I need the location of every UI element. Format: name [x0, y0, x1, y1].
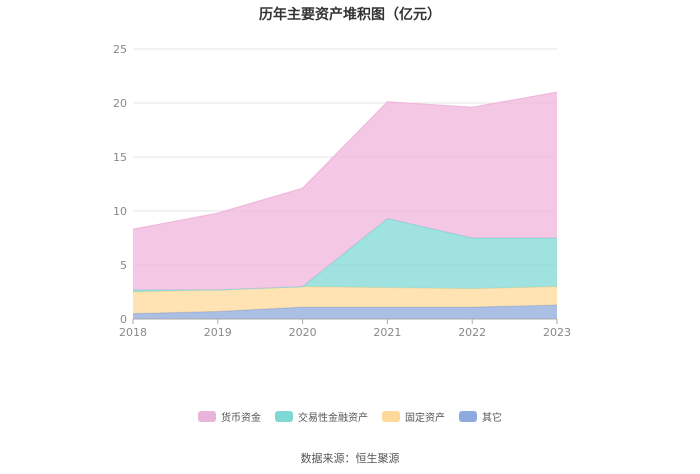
legend-label: 交易性金融资产 [298, 413, 368, 424]
area-edge-货币资金 [132, 91, 558, 230]
area-series [132, 91, 558, 319]
area-交易性金融资产[interactable] [133, 218, 557, 292]
data-source-note: 数据来源：恒生聚源 [300, 452, 400, 465]
legend-label: 其它 [482, 413, 502, 424]
x-tick-label: 2021 [373, 326, 401, 339]
x-tick-label: 2020 [289, 326, 317, 339]
area-其它[interactable] [133, 304, 557, 319]
legend-item-交易性金融资产[interactable]: 交易性金融资产 [275, 409, 368, 424]
legend-item-固定资产[interactable]: 固定资产 [382, 409, 445, 424]
y-tick-label: 10 [113, 205, 127, 218]
legend-swatch-交易性金融资产 [275, 411, 293, 422]
axes: 0 5 10 15 20 25 2018 2019 2020 2021 2022 2023 [113, 43, 571, 339]
y-tick-label: 25 [113, 43, 127, 56]
legend-swatch-固定资产 [382, 411, 400, 422]
y-tick-label: 5 [120, 259, 127, 272]
legend-label: 货币资金 [221, 413, 261, 424]
x-tick-label: 2019 [204, 326, 232, 339]
legend-item-其它[interactable]: 其它 [459, 409, 502, 424]
x-tick-label: 2018 [119, 326, 147, 339]
area-货币资金[interactable] [133, 92, 557, 290]
x-tick-label: 2023 [543, 326, 571, 339]
y-tick-label: 20 [113, 97, 127, 110]
legend-swatch-货币资金 [198, 411, 216, 422]
chart-title: 历年主要资产堆积图（亿元） [259, 7, 441, 23]
legend-item-货币资金[interactable]: 货币资金 [198, 409, 261, 424]
legend-label: 固定资产 [405, 413, 445, 424]
legend-swatch-其它 [459, 411, 477, 422]
y-tick-label: 0 [120, 313, 127, 326]
legend: 货币资金 交易性金融资产 固定资产 其它 [0, 409, 700, 424]
x-tick-label: 2022 [458, 326, 486, 339]
area-固定资产[interactable] [133, 286, 557, 314]
y-tick-label: 15 [113, 151, 127, 164]
